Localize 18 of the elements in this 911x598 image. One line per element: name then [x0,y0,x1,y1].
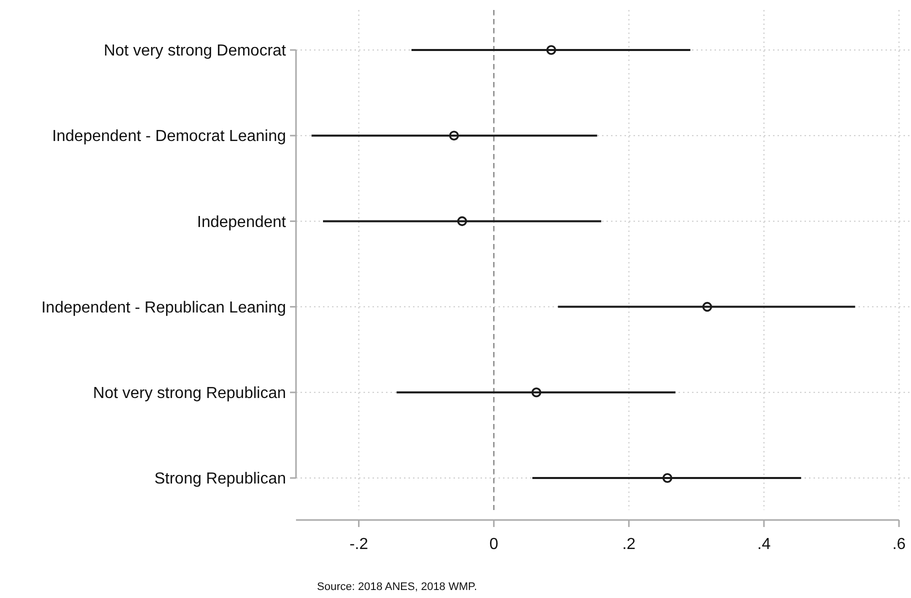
y-tick-label: Independent - Democrat Leaning [52,128,286,146]
y-tick-label: Not very strong Republican [93,385,286,402]
point [449,130,459,140]
point [702,302,712,312]
x-tick-label: -.2 [349,536,368,553]
x-tick-label: .6 [892,536,906,553]
point [457,216,468,226]
y-tick-label: Independent - Republican Leaning [41,299,286,316]
y-tick-label: Not very strong Democrat [104,42,287,60]
x-tick-label: 0 [489,536,498,553]
point [531,388,542,398]
y-tick-label: Strong Republican [154,470,286,488]
x-tick-label: .4 [757,536,771,553]
point [546,45,556,55]
x-tick-label: .2 [622,536,636,553]
point [662,473,672,483]
y-tick-label: Independent [197,214,287,231]
source-note: Source: 2018 ANES, 2018 WMP. [317,581,477,593]
